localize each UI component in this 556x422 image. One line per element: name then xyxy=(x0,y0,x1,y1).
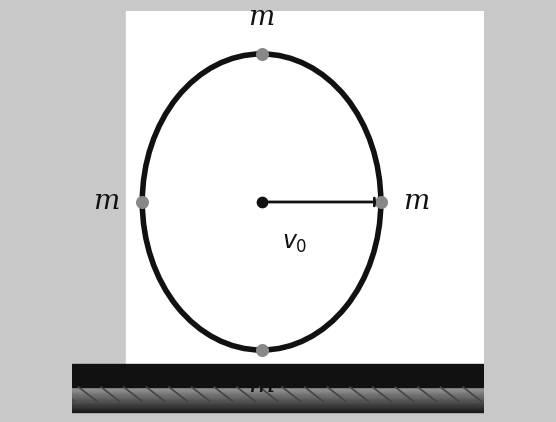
Bar xyxy=(72,395,484,396)
Bar xyxy=(72,406,484,407)
Bar xyxy=(72,365,484,387)
Bar xyxy=(126,11,484,373)
Text: m: m xyxy=(249,4,275,31)
Point xyxy=(138,199,147,206)
Bar xyxy=(72,402,484,403)
Text: m: m xyxy=(249,371,275,398)
Text: m: m xyxy=(404,189,430,216)
Bar xyxy=(72,399,484,400)
Point xyxy=(376,199,385,206)
Text: $v_0$: $v_0$ xyxy=(282,231,307,255)
Bar xyxy=(72,388,484,390)
Bar xyxy=(72,397,484,398)
Bar xyxy=(72,411,484,412)
Bar xyxy=(72,408,484,409)
Bar xyxy=(72,398,484,399)
Bar xyxy=(72,409,484,411)
Text: m: m xyxy=(93,189,120,216)
Point xyxy=(257,346,266,353)
Bar xyxy=(72,391,484,392)
Bar xyxy=(72,400,484,402)
Bar xyxy=(72,404,484,406)
Bar xyxy=(72,396,484,397)
Point xyxy=(257,51,266,57)
Bar xyxy=(72,390,484,391)
Bar xyxy=(72,392,484,393)
Bar xyxy=(72,403,484,404)
Bar xyxy=(72,407,484,408)
Point xyxy=(257,199,266,206)
Bar xyxy=(72,393,484,395)
Bar xyxy=(72,387,484,388)
